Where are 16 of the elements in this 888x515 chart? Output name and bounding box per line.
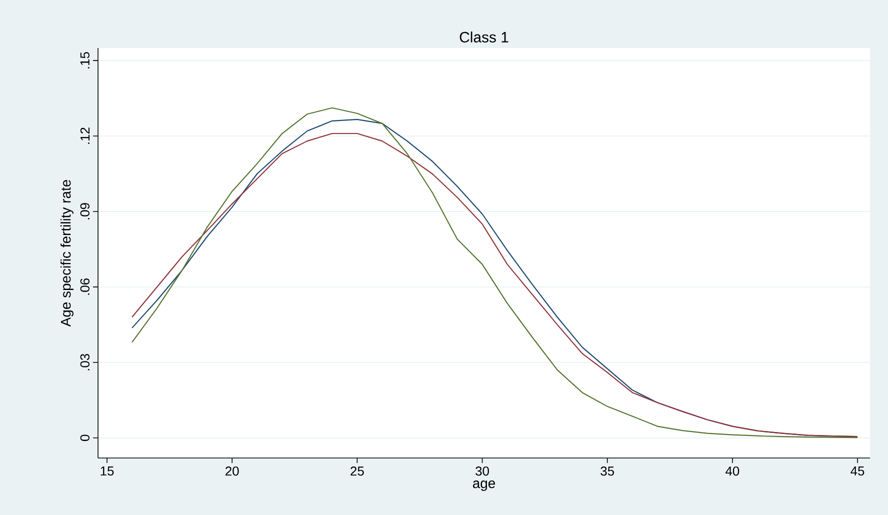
y-tick-label: .06 xyxy=(80,278,90,295)
y-tick-label: 0 xyxy=(80,434,90,441)
x-tick-label: 40 xyxy=(726,466,740,476)
y-axis-title: Age specific fertility rate xyxy=(60,180,74,327)
y-tick-label: .03 xyxy=(80,354,90,370)
x-tick-label: 35 xyxy=(600,466,614,476)
x-axis-title: age xyxy=(472,480,496,491)
x-tick-label: 15 xyxy=(100,466,114,476)
x-tick-label: 25 xyxy=(350,466,364,476)
x-tick-label: 20 xyxy=(226,466,239,476)
y-tick-label: .15 xyxy=(80,52,90,68)
y-tick-label: .09 xyxy=(80,203,90,220)
chart-title: Class 1 xyxy=(460,32,508,42)
x-tick-label: 30 xyxy=(476,466,489,476)
x-tick-label: 45 xyxy=(850,466,864,476)
y-tick-label: .12 xyxy=(80,128,90,144)
